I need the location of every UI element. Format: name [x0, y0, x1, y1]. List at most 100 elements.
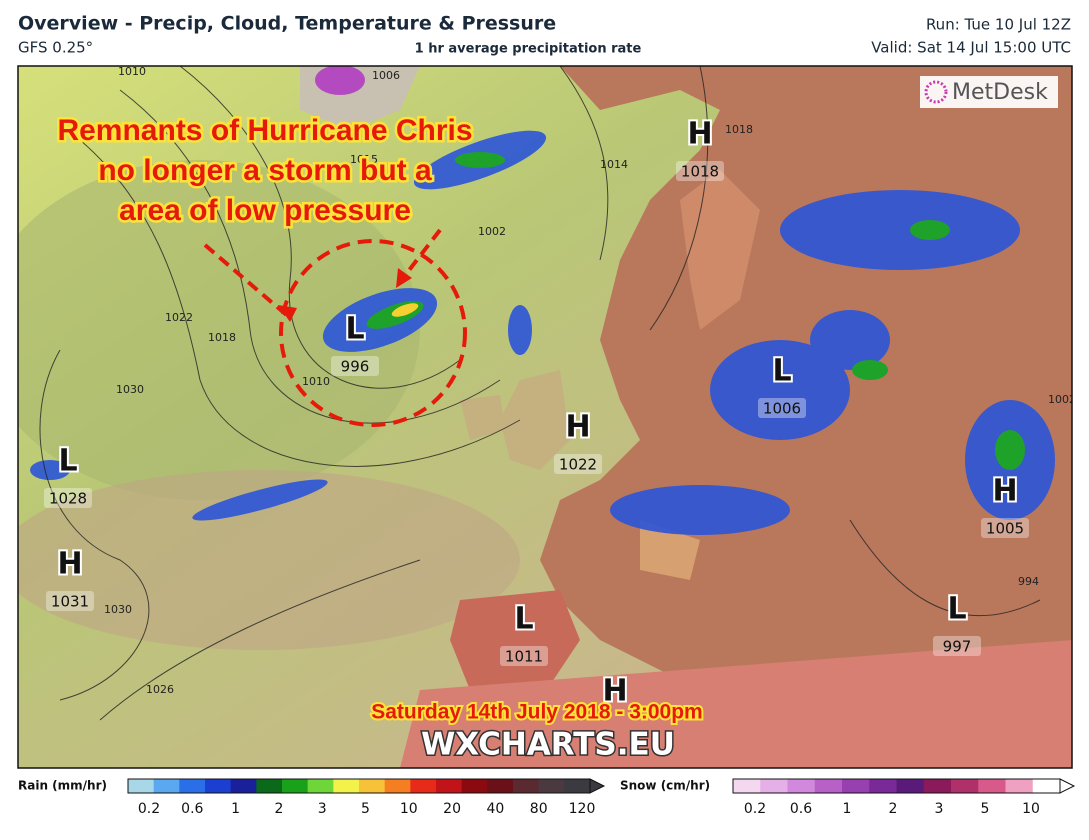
- snow-swatch: [842, 779, 870, 793]
- subtitle: 1 hr average precipitation rate: [415, 42, 642, 57]
- pressure-value: 1005: [986, 520, 1024, 538]
- rain-tick-label: 0.6: [181, 801, 203, 817]
- snow-swatch: [923, 779, 952, 793]
- pressure-box: [758, 398, 806, 418]
- rain-swatch: [230, 779, 257, 793]
- rain-legend-title: Rain (mm/hr): [18, 779, 107, 793]
- pressure-value: 1018: [681, 163, 719, 181]
- rain-swatch: [436, 779, 463, 793]
- snow-tick-label: 0.2: [744, 801, 766, 817]
- pressure-box: [676, 161, 724, 181]
- pressure-value: 996: [341, 358, 370, 376]
- snow-tick-label: 0.6: [790, 801, 812, 817]
- system-letter: H: [687, 117, 712, 152]
- pressure-value: 1022: [559, 456, 597, 474]
- snow-swatch: [1032, 779, 1061, 793]
- rain-swatch: [179, 779, 206, 793]
- rain-frame: [127, 778, 591, 794]
- isobar-label: 1030: [116, 383, 144, 396]
- rain-swatch: [153, 779, 180, 793]
- system-letter: H: [57, 547, 82, 582]
- snow-tick-label: 5: [981, 801, 990, 817]
- isobar-label: 1002: [1048, 393, 1076, 406]
- rain-arrow: [589, 778, 606, 794]
- rain-tick-label: 2: [274, 801, 283, 817]
- rain-swatch: [333, 779, 360, 793]
- rain-swatch: [256, 779, 283, 793]
- system-letter: L: [514, 602, 533, 637]
- isobar-label: 1022: [165, 311, 193, 324]
- system-letter: L: [345, 312, 364, 347]
- run-time: Run: Tue 10 Jul 12Z: [926, 16, 1071, 34]
- rain-swatch: [205, 779, 232, 793]
- snow-swatch: [978, 779, 1006, 793]
- rain-tick-label: 0.2: [138, 801, 160, 817]
- rain-swatch: [128, 779, 155, 793]
- date-label: Saturday 14th July 2018 - 3:00pm: [371, 701, 702, 724]
- snow-frame: [732, 778, 1061, 794]
- snow-swatch: [869, 779, 897, 793]
- system-letter: L: [58, 444, 77, 479]
- site-label: WXCHARTS.EU: [421, 727, 675, 763]
- rain-swatch: [307, 779, 334, 793]
- system-letter: H: [992, 474, 1017, 509]
- rain-swatch: [513, 779, 540, 793]
- title: Overview - Precip, Cloud, Temperature & …: [18, 13, 556, 35]
- system-letter: H: [602, 674, 627, 709]
- rain-swatch: [564, 779, 591, 793]
- snow-swatch: [733, 779, 761, 793]
- pressure-box: [331, 356, 379, 376]
- isobar-label: 1006: [372, 69, 400, 82]
- snow-tick-label: 1: [843, 801, 852, 817]
- map: 1006 1010 1015 1014 1018 1002 1022 1018 1010 1030…: [18, 65, 1076, 768]
- annotation-line: area of low pressure: [119, 194, 411, 227]
- snow-arrow: [1059, 778, 1076, 794]
- rain-swatch: [461, 779, 488, 793]
- rain-swatch: [538, 779, 565, 793]
- rain-tick-label: 1: [231, 801, 240, 817]
- rain-swatch: [282, 779, 309, 793]
- pressure-value: 997: [943, 638, 972, 656]
- annotation-line: Remnants of Hurricane Chris: [57, 114, 472, 147]
- pressure-box: [44, 488, 92, 508]
- rain-tick-label: 10: [400, 801, 418, 817]
- system-letter: L: [772, 354, 791, 389]
- logo: MetDesk: [952, 80, 1048, 105]
- pressure-box: [500, 646, 548, 666]
- rain-tick-label: 80: [530, 801, 548, 817]
- rain-tick-label: 3: [318, 801, 327, 817]
- isobar-label: 1030: [104, 603, 132, 616]
- system-letter: L: [947, 592, 966, 627]
- snow-swatch: [814, 779, 843, 793]
- snow-legend-title: Snow (cm/hr): [620, 779, 710, 793]
- snow-swatch: [951, 779, 979, 793]
- pressure-value: 1031: [51, 593, 89, 611]
- rain-swatch: [384, 779, 411, 793]
- snow-swatch: [896, 779, 925, 793]
- rain-tick-label: 20: [443, 801, 461, 817]
- rain-swatch: [359, 779, 386, 793]
- snow-tick-label: 10: [1022, 801, 1040, 817]
- isobar-label: 1002: [478, 225, 506, 238]
- snow-tick-label: 3: [935, 801, 944, 817]
- model: GFS 0.25°: [18, 39, 93, 57]
- pressure-value: 1011: [505, 648, 543, 666]
- isobar-label: 994: [1018, 575, 1039, 588]
- isobar-label: 1018: [725, 123, 753, 136]
- pressure-box: [933, 636, 981, 656]
- snow-swatch: [1005, 779, 1034, 793]
- rain-tick-label: 5: [361, 801, 370, 817]
- annotation-line: no longer a storm but a: [98, 154, 432, 187]
- system-letter: H: [565, 410, 590, 445]
- rain-swatch: [410, 779, 437, 793]
- rain-tick-label: 120: [569, 801, 596, 817]
- isobar-label: 1010: [302, 375, 330, 388]
- pressure-value: 1006: [763, 400, 801, 418]
- snow-swatch: [787, 779, 816, 793]
- pressure-box: [554, 454, 602, 474]
- isobar-label: 1015: [350, 153, 378, 166]
- isobar-label: 1010: [118, 65, 146, 78]
- rain-tick-label: 40: [486, 801, 504, 817]
- snow-tick-label: 2: [889, 801, 898, 817]
